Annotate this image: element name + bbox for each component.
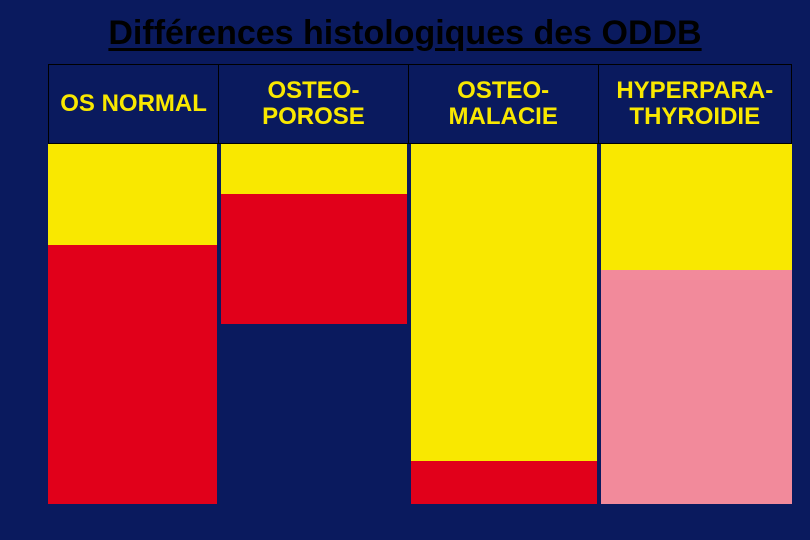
column-separator <box>597 144 601 504</box>
header-cell: OSTEO-POROSE <box>219 64 409 144</box>
header-cell: OS NORMAL <box>48 64 219 144</box>
header-row: OS NORMALOSTEO-POROSEOSTEO-MALACIEHYPERP… <box>48 64 792 144</box>
bar-segment <box>219 324 409 504</box>
bar-segment <box>599 144 792 270</box>
bar-segment <box>48 144 219 245</box>
bar-segment <box>48 245 219 504</box>
header-cell: OSTEO-MALACIE <box>409 64 599 144</box>
bar-column <box>219 144 409 504</box>
bar-segment <box>219 194 409 324</box>
bar-column <box>48 144 219 504</box>
bar-column <box>409 144 599 504</box>
bar-segment <box>409 461 599 504</box>
slide-title: Différences histologiques des ODDB <box>0 0 810 61</box>
slide: Différences histologiques des ODDB OS NO… <box>0 0 810 540</box>
header-cell: HYPERPARA-THYROIDIE <box>599 64 792 144</box>
column-separator <box>407 144 411 504</box>
bar-segment <box>409 144 599 461</box>
bar-column <box>599 144 792 504</box>
bar-segment <box>219 144 409 194</box>
column-separator <box>217 144 221 504</box>
bars-area <box>48 144 792 504</box>
bar-segment <box>599 270 792 504</box>
